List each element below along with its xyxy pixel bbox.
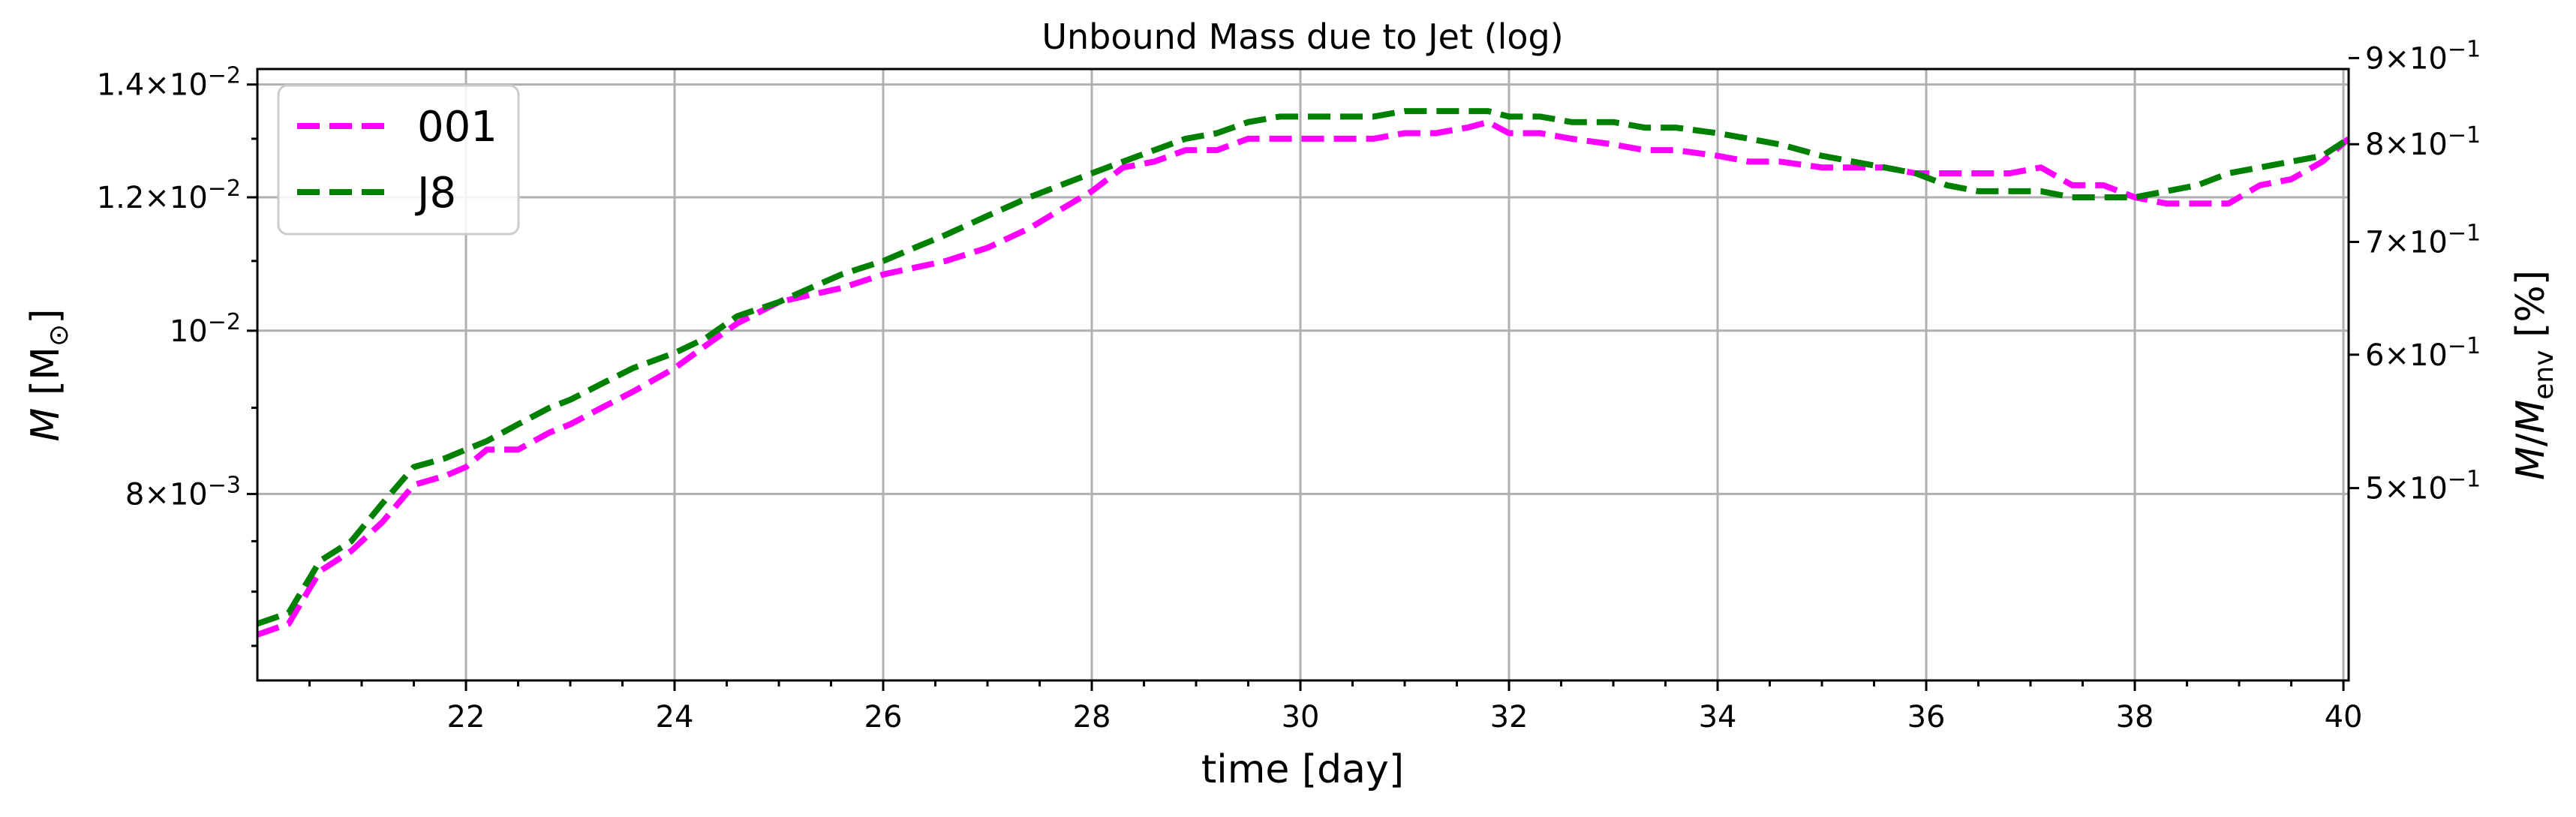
y-right-tick-label: 5×10−1 [2365,467,2481,506]
x-tick-label: 36 [1907,700,1946,734]
x-tick-label: 38 [2116,700,2154,734]
plot-frame [256,68,2350,682]
y-axis-right: 5×10−1 6×10−1 7×10−1 8×10−1 9×10−1 [2349,36,2481,506]
x-tick-label: 30 [1282,700,1320,734]
y-axis-left: 8×10−3 10−2 1.2×10−2 1.4×10−2 [97,63,257,647]
y-left-tick-label: 1.2×10−2 [97,176,241,215]
x-tick-label: 40 [2325,700,2363,734]
series-lines [256,108,2351,638]
y-left-tick-label: 1.4×10−2 [97,63,241,103]
y-right-tick-label: 9×10−1 [2365,36,2481,76]
x-tick-label: 22 [447,700,485,734]
x-tick-label: 26 [864,700,903,734]
series-line-j8 [256,108,2351,627]
x-tick-label: 32 [1490,700,1528,734]
y-right-tick-label: 8×10−1 [2365,122,2481,162]
x-tick-label: 28 [1073,700,1111,734]
legend-label: J8 [415,169,456,218]
x-tick-label: 24 [656,700,694,734]
legend-label: 001 [417,103,497,152]
y-right-tick-label: 6×10−1 [2365,333,2481,373]
x-axis-label: time [day] [1201,747,1404,792]
y-axis-label-left: M [M⊙] [23,308,74,441]
x-tick-label: 34 [1699,700,1737,734]
y-left-tick-label: 8×10−3 [125,472,241,512]
series-line-001 [256,119,2351,638]
x-axis: 22 24 26 28 30 32 34 36 38 40 [308,680,2363,734]
y-axis-label-right: M/Menv [%] [2508,270,2559,480]
chart-title: Unbound Mass due to Jet (log) [1042,17,1563,57]
legend-box [277,84,520,236]
y-left-tick-label: 10−2 [170,309,241,349]
y-right-tick-label: 7×10−1 [2365,220,2481,260]
